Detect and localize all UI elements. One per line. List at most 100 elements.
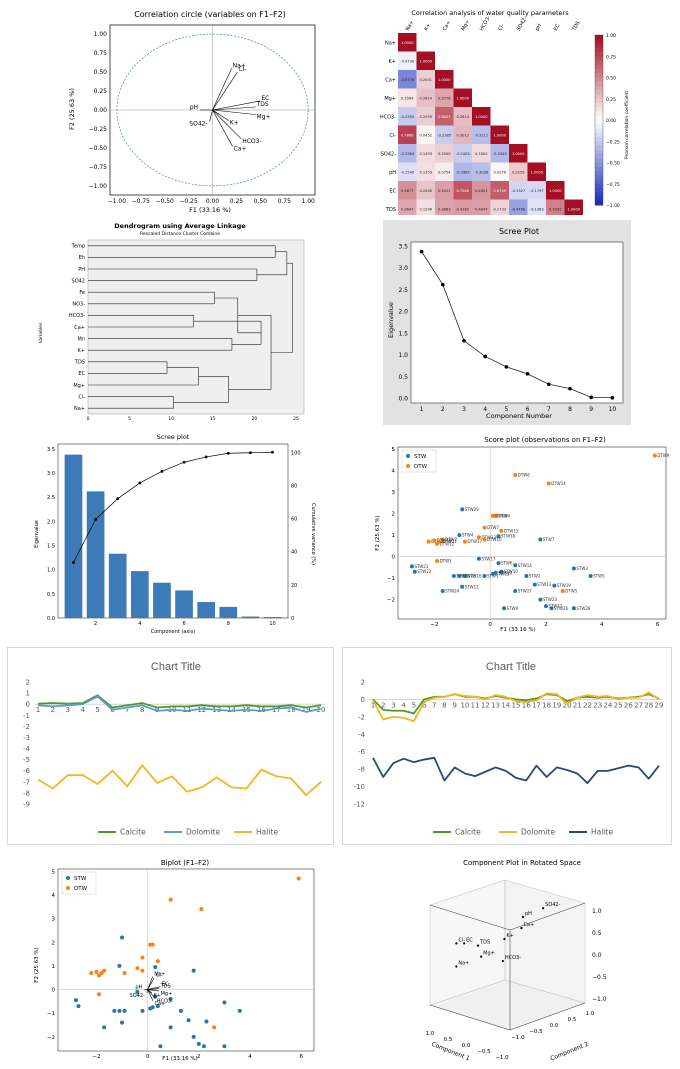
point-label: STW27 [518, 589, 532, 594]
score-point [435, 541, 440, 546]
y-tick-label: 0.0 [550, 1023, 559, 1029]
score-point [493, 570, 498, 575]
cell-value: 1.0000 [567, 207, 580, 211]
heatmap-cell [416, 144, 435, 163]
biplot-point [153, 965, 158, 970]
cell-value: 1.0000 [401, 41, 414, 45]
point-label: DTW1 [440, 558, 452, 563]
x-tick-label: 25 [614, 701, 623, 709]
point-label: DTW6 [518, 472, 530, 477]
cell-value: 0.1604 [475, 152, 488, 156]
heatmap-cell [453, 88, 472, 107]
heatmap-cell [435, 162, 454, 181]
point-label: DTW16 [487, 537, 502, 542]
x-tick-label: 28 [644, 701, 653, 709]
x-tick-label: 0.50 [254, 198, 268, 205]
x-tick-label: 3 [66, 706, 70, 714]
scree-point [589, 395, 593, 400]
x-tick-label: 7 [432, 701, 436, 709]
y-tick-label: 1 [52, 964, 56, 970]
biplot-point [94, 969, 99, 974]
y-tick-label: 1.00 [94, 31, 108, 38]
x-tick-label: 9 [452, 701, 456, 709]
y-tick-label: −0.25 [89, 126, 108, 133]
y-axis-label: Variables [38, 322, 44, 343]
score-point [460, 507, 465, 512]
colorbar-segment [595, 69, 603, 74]
cell-value: 0.2059 [419, 115, 432, 119]
cell-value: 0.1296 [419, 207, 432, 211]
biplot-point [102, 1025, 107, 1030]
point-label: DTW3 [431, 539, 443, 544]
point-label: STW7 [543, 537, 555, 542]
column-label: EC [553, 23, 562, 32]
leaf-label: SO42 [72, 278, 85, 284]
colorbar-segment [595, 77, 603, 83]
component-label: Ca+ [523, 922, 534, 928]
cell-value: -0.1540 [400, 170, 415, 174]
chart-title: Score plot (observations on F1–F2) [484, 436, 606, 444]
point-label: DTW15 [504, 528, 519, 533]
heatmap-cell [472, 162, 491, 181]
colorbar-segment [595, 154, 603, 159]
leaf-label: HCO3- [69, 313, 85, 319]
cumulative-line [73, 451, 273, 563]
vector-label: SO42- [189, 120, 207, 127]
y-tick-label: -10 [354, 783, 365, 791]
biplot-vector [147, 977, 155, 990]
biplot-point [99, 971, 104, 975]
score-point [499, 528, 504, 533]
biplot-point [168, 897, 173, 902]
vector-label: K+ [230, 120, 239, 127]
component-label: TDS [479, 940, 490, 946]
score-plot-chart: Score plot (observations on F1–F2) F1 (3… [375, 436, 670, 633]
score-point [476, 535, 481, 540]
score-point [476, 556, 481, 561]
point-label: DTW8 [495, 513, 507, 518]
score-point [463, 539, 467, 544]
y-tick-label: −0.5 [529, 1029, 543, 1035]
biplot-point [212, 1025, 217, 1030]
score-point [426, 539, 431, 544]
component-point [520, 926, 523, 930]
cell-value: 0.3012 [456, 133, 469, 137]
heatmap-panel: Correlation analysis of water quality pa… [370, 5, 670, 215]
y-tick-label: 0.0 [47, 616, 55, 622]
cell-value: 0.2614 [419, 96, 432, 100]
biplot-point [135, 966, 140, 971]
score-point [543, 604, 548, 609]
heatmap-cell [398, 70, 417, 89]
column-label: HCO3- [479, 15, 492, 32]
x-tick-label: 0 [87, 416, 90, 422]
x-tick-label: 8 [568, 406, 572, 413]
legend-label: STW [414, 454, 427, 460]
row-label: TDS [385, 207, 396, 213]
vector-arrow [212, 109, 256, 115]
point-label: STW25 [462, 574, 476, 579]
series-line [37, 764, 322, 797]
y-tick-label: 3.5 [398, 243, 408, 250]
x-tick-label: 4 [80, 706, 85, 714]
x-tick-label: 18 [542, 701, 551, 709]
vector-label: Cl- [156, 973, 163, 979]
x-tick-label: −0.75 [132, 198, 151, 205]
score-point [513, 472, 518, 477]
y-tick-label: 0 [52, 988, 56, 994]
score-point [524, 574, 529, 578]
point-label: STW4 [462, 533, 474, 538]
score-point [588, 574, 593, 578]
legend-label: Halite [591, 828, 613, 837]
row-label: SO42- [381, 151, 396, 157]
biplot-vector [147, 976, 153, 990]
x-tick-label: 0 [146, 1054, 150, 1060]
point-label: STW22 [417, 569, 431, 574]
y-tick-label: 3.0 [47, 471, 55, 477]
x-tick-label: 0.25 [230, 198, 244, 205]
leaf-label: TDS [74, 360, 85, 366]
x-tick-label: 20 [252, 416, 258, 422]
y-axis-label: Eigenvalue [34, 520, 40, 548]
colorbar-tick: 0.25 [606, 97, 616, 103]
y-tick-label: 0.25 [94, 88, 108, 95]
vector-label: Na+ [233, 62, 246, 69]
point-label: STW12 [548, 604, 562, 609]
